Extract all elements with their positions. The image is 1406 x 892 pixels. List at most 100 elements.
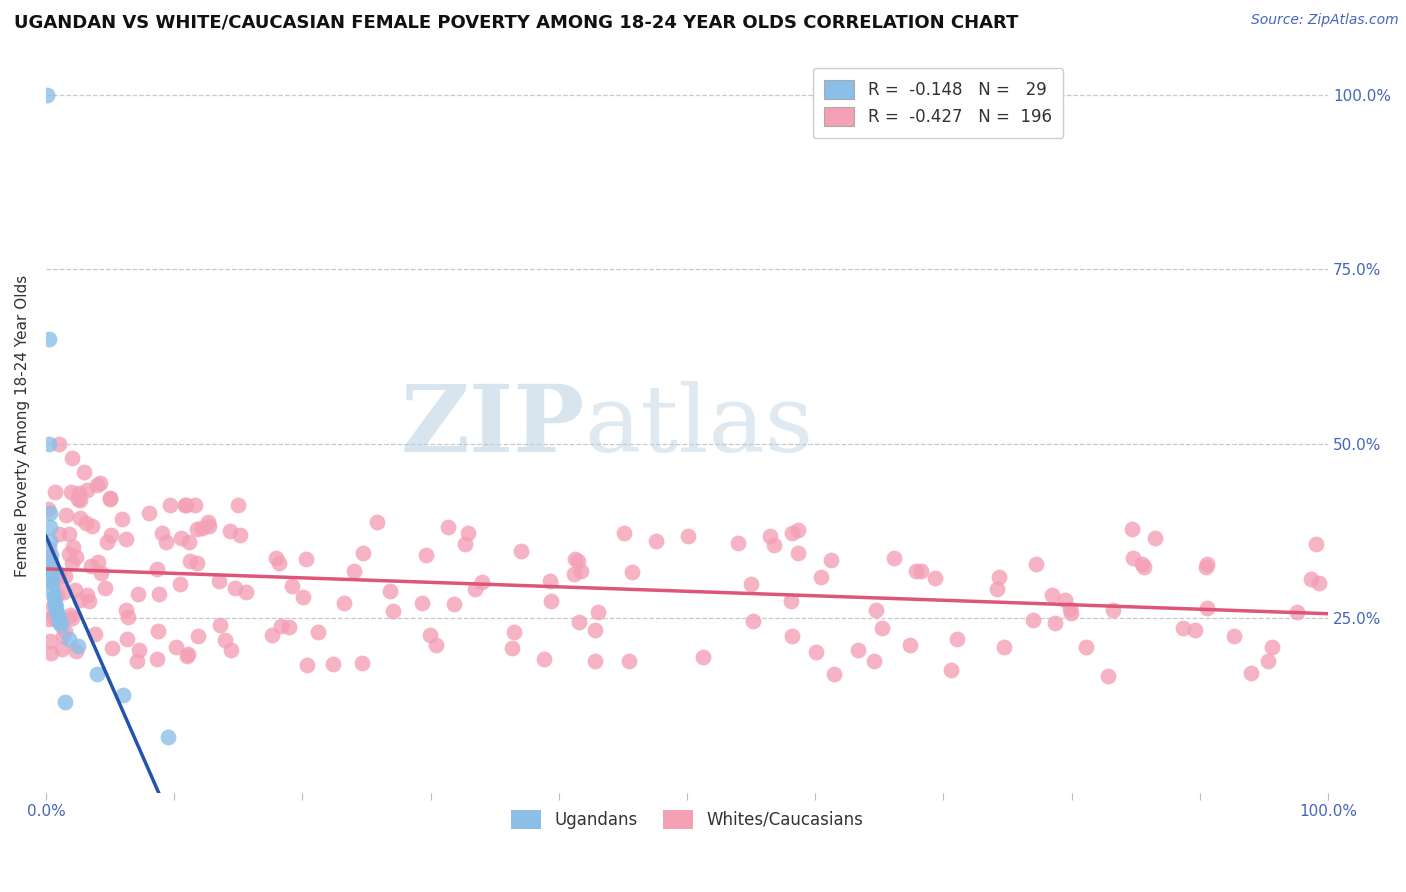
Point xyxy=(1195,559,1218,574)
Point xyxy=(910,564,932,578)
Point xyxy=(48,436,70,450)
Text: Source: ZipAtlas.com: Source: ZipAtlas.com xyxy=(1251,13,1399,28)
Point xyxy=(73,465,96,479)
Point xyxy=(501,641,523,656)
Point xyxy=(676,529,699,543)
Point xyxy=(307,625,329,640)
Point xyxy=(186,556,208,570)
Point xyxy=(198,519,221,533)
Point xyxy=(267,556,290,570)
Point xyxy=(58,632,80,646)
Point xyxy=(208,574,231,588)
Point xyxy=(270,619,292,633)
Point xyxy=(741,614,763,628)
Point xyxy=(42,599,65,613)
Point xyxy=(45,604,67,618)
Point xyxy=(533,652,555,666)
Point xyxy=(425,638,447,652)
Point xyxy=(39,555,62,569)
Point xyxy=(186,522,208,536)
Point xyxy=(214,633,236,648)
Point xyxy=(411,595,433,609)
Point xyxy=(197,515,219,529)
Point xyxy=(125,654,148,668)
Point xyxy=(1025,557,1047,571)
Point xyxy=(865,603,887,617)
Point xyxy=(1197,557,1219,571)
Point xyxy=(38,612,60,626)
Point xyxy=(52,629,75,643)
Point xyxy=(52,584,75,599)
Point xyxy=(60,556,83,570)
Point xyxy=(42,590,65,604)
Point xyxy=(89,475,111,490)
Point xyxy=(42,590,65,604)
Point xyxy=(381,604,404,618)
Point xyxy=(37,546,59,560)
Point xyxy=(41,576,63,591)
Point xyxy=(941,663,963,677)
Point xyxy=(69,511,91,525)
Point xyxy=(292,590,315,604)
Point xyxy=(98,492,121,507)
Point xyxy=(366,516,388,530)
Point xyxy=(191,521,214,535)
Point xyxy=(44,485,66,500)
Point xyxy=(1305,537,1327,551)
Point xyxy=(419,628,441,642)
Point xyxy=(782,629,804,643)
Point xyxy=(352,656,374,670)
Point xyxy=(740,577,762,591)
Point xyxy=(46,607,69,622)
Point xyxy=(437,520,460,534)
Point xyxy=(44,597,66,611)
Point xyxy=(209,618,232,632)
Point xyxy=(75,516,97,531)
Point xyxy=(820,553,842,567)
Point xyxy=(568,615,591,630)
Point xyxy=(1102,603,1125,617)
Point xyxy=(165,640,187,654)
Point xyxy=(38,534,60,549)
Point xyxy=(44,597,66,611)
Point xyxy=(567,554,589,568)
Point xyxy=(98,491,121,505)
Point xyxy=(176,648,198,663)
Point xyxy=(1060,606,1083,620)
Point xyxy=(1173,621,1195,635)
Point xyxy=(66,492,89,507)
Point xyxy=(45,572,67,586)
Point xyxy=(617,654,640,668)
Point xyxy=(1299,572,1322,586)
Point xyxy=(48,526,70,541)
Point xyxy=(219,524,242,538)
Point xyxy=(443,597,465,611)
Point xyxy=(39,562,62,576)
Point xyxy=(115,632,138,646)
Point xyxy=(155,535,177,549)
Point xyxy=(41,569,63,583)
Point xyxy=(1121,522,1143,536)
Point xyxy=(48,611,70,625)
Point xyxy=(464,582,486,596)
Point xyxy=(294,552,316,566)
Point xyxy=(86,478,108,492)
Point xyxy=(692,650,714,665)
Point xyxy=(65,644,87,658)
Point xyxy=(1223,629,1246,643)
Point xyxy=(65,550,87,565)
Point xyxy=(86,555,108,569)
Point xyxy=(986,582,1008,596)
Point xyxy=(219,643,242,657)
Point xyxy=(540,593,562,607)
Point xyxy=(177,535,200,549)
Point xyxy=(45,600,67,615)
Point xyxy=(229,528,252,542)
Point xyxy=(569,564,592,578)
Point xyxy=(863,654,886,668)
Point xyxy=(94,581,117,595)
Point xyxy=(174,498,197,512)
Point xyxy=(1133,560,1156,574)
Y-axis label: Female Poverty Among 18-24 Year Olds: Female Poverty Among 18-24 Year Olds xyxy=(15,275,30,577)
Point xyxy=(37,502,59,516)
